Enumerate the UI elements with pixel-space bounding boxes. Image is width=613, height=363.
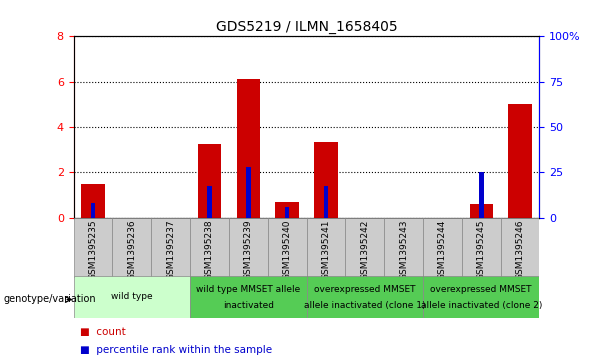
Bar [384, 218, 423, 278]
Bar [501, 218, 539, 278]
Text: overexpressed MMSET: overexpressed MMSET [314, 285, 416, 294]
Bar [306, 276, 423, 318]
Bar [423, 218, 462, 278]
Bar [112, 218, 151, 278]
Bar [246, 167, 251, 218]
Text: allele inactivated (clone 2): allele inactivated (clone 2) [421, 301, 542, 310]
Bar [82, 184, 105, 218]
Text: GSM1395246: GSM1395246 [516, 220, 525, 280]
Bar [314, 142, 338, 218]
Text: GSM1395238: GSM1395238 [205, 220, 214, 280]
Text: ■  count: ■ count [80, 327, 126, 337]
Bar [190, 276, 306, 318]
Bar [423, 276, 539, 318]
Text: ■  percentile rank within the sample: ■ percentile rank within the sample [80, 345, 272, 355]
Text: wild type MMSET allele: wild type MMSET allele [196, 285, 300, 294]
Bar [508, 105, 531, 218]
Bar [237, 79, 260, 218]
Text: GSM1395235: GSM1395235 [88, 220, 97, 280]
Bar [275, 202, 299, 218]
Text: GSM1395240: GSM1395240 [283, 220, 292, 280]
Text: overexpressed MMSET: overexpressed MMSET [430, 285, 532, 294]
Title: GDS5219 / ILMN_1658405: GDS5219 / ILMN_1658405 [216, 20, 397, 34]
Text: GSM1395244: GSM1395244 [438, 220, 447, 280]
Bar [324, 186, 328, 218]
Text: GSM1395241: GSM1395241 [321, 220, 330, 280]
Bar [462, 218, 501, 278]
Text: GSM1395245: GSM1395245 [477, 220, 485, 280]
Text: allele inactivated (clone 1): allele inactivated (clone 1) [304, 301, 425, 310]
Bar [345, 218, 384, 278]
Text: inactivated: inactivated [223, 301, 274, 310]
Bar [207, 186, 211, 218]
Text: GSM1395236: GSM1395236 [128, 220, 136, 280]
Bar [190, 218, 229, 278]
Bar [74, 276, 190, 318]
Text: GSM1395243: GSM1395243 [399, 220, 408, 280]
Bar [91, 203, 95, 218]
Bar [479, 172, 484, 218]
Bar [470, 204, 493, 218]
Bar [151, 218, 190, 278]
Text: wild type: wild type [111, 292, 153, 301]
Bar [285, 207, 289, 218]
Text: GSM1395239: GSM1395239 [244, 220, 253, 280]
Bar [268, 218, 306, 278]
Text: genotype/variation: genotype/variation [3, 294, 96, 305]
Bar [198, 144, 221, 218]
Text: GSM1395237: GSM1395237 [166, 220, 175, 280]
Bar [306, 218, 345, 278]
Text: GSM1395242: GSM1395242 [360, 220, 369, 280]
Bar [74, 218, 112, 278]
Bar [229, 218, 268, 278]
